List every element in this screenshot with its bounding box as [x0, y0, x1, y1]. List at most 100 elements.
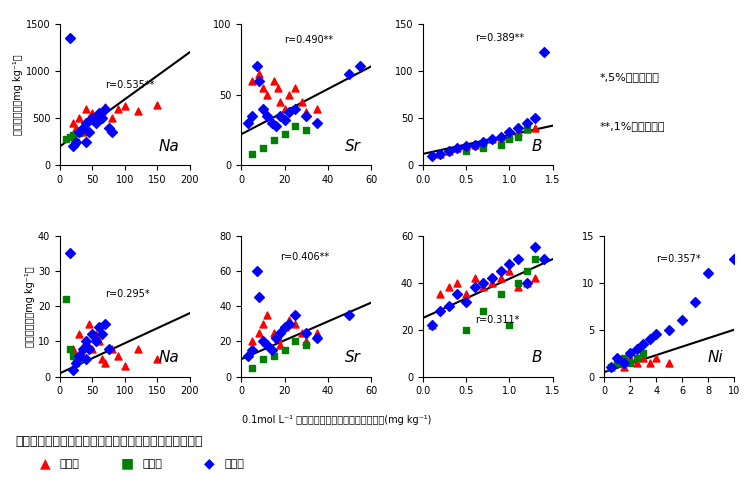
Point — [503, 135, 515, 142]
Text: *,5%水準で有意: *,5%水準で有意 — [599, 72, 659, 83]
Point — [112, 105, 124, 113]
Point — [83, 320, 95, 327]
Point — [96, 330, 108, 338]
Point — [103, 345, 115, 353]
Point — [64, 249, 76, 257]
Point — [289, 311, 301, 319]
Point — [257, 105, 269, 113]
Point — [289, 122, 301, 129]
Point — [477, 284, 489, 291]
Text: 長野、: 長野、 — [142, 459, 163, 469]
Point — [512, 124, 524, 131]
Point — [354, 63, 366, 71]
Point — [73, 114, 85, 122]
Point — [618, 364, 630, 371]
Point — [460, 147, 472, 155]
Text: r=0.406**: r=0.406** — [280, 252, 330, 262]
Point — [64, 133, 76, 141]
Point — [151, 355, 163, 363]
Point — [106, 345, 118, 353]
Point — [494, 133, 506, 141]
Point — [70, 355, 82, 363]
Point — [67, 131, 79, 139]
Point — [477, 138, 489, 145]
Point — [119, 362, 131, 370]
Point — [452, 291, 464, 298]
Point — [300, 338, 312, 345]
Point — [605, 364, 617, 371]
Text: 図３　土壌中元素濃度と果梗、種子中元素濃度との関係: 図３ 土壌中元素濃度と果梗、種子中元素濃度との関係 — [15, 435, 202, 448]
Text: **,1%水準で有意: **,1%水準で有意 — [599, 121, 664, 131]
Point — [503, 128, 515, 136]
Point — [257, 84, 269, 91]
Point — [689, 298, 701, 305]
Text: 0.1mol L⁻¹ 塩酸抽出法による土壌中元素濃度(mg kg⁻¹): 0.1mol L⁻¹ 塩酸抽出法による土壌中元素濃度(mg kg⁻¹) — [243, 415, 431, 426]
Point — [67, 352, 79, 359]
Point — [611, 354, 623, 362]
Point — [503, 260, 515, 268]
Point — [73, 352, 85, 359]
Point — [100, 320, 112, 327]
Point — [70, 359, 82, 367]
Point — [530, 243, 542, 251]
Point — [344, 70, 356, 77]
Point — [64, 34, 76, 42]
Point — [246, 112, 258, 120]
Point — [274, 341, 286, 349]
Point — [246, 77, 258, 85]
Point — [605, 364, 617, 371]
Point — [261, 341, 273, 349]
Point — [637, 354, 649, 362]
Point — [443, 302, 455, 310]
Point — [538, 256, 550, 263]
Point — [268, 352, 280, 359]
Point — [521, 119, 533, 127]
Point — [300, 108, 312, 115]
Point — [625, 349, 637, 357]
Point — [268, 77, 280, 85]
Point — [100, 103, 112, 111]
Point — [279, 346, 291, 354]
Text: r=0.535**: r=0.535** — [106, 80, 154, 90]
Text: 鳥取、: 鳥取、 — [60, 459, 80, 469]
Point — [625, 354, 637, 362]
Point — [270, 122, 282, 129]
Text: r=0.389**: r=0.389** — [475, 33, 524, 43]
Point — [477, 138, 489, 145]
Point — [425, 152, 437, 160]
Point — [274, 98, 286, 106]
Point — [93, 338, 105, 345]
Point — [311, 119, 323, 127]
Point — [73, 128, 85, 136]
Point — [469, 141, 481, 148]
Point — [67, 119, 79, 127]
Point — [80, 355, 92, 363]
Point — [283, 320, 295, 327]
Point — [477, 307, 489, 315]
Point — [151, 101, 163, 109]
Point — [279, 324, 291, 331]
Point — [73, 355, 85, 363]
Point — [250, 63, 262, 71]
Text: B: B — [532, 351, 542, 366]
Point — [257, 320, 269, 327]
Point — [86, 114, 98, 122]
Point — [242, 352, 254, 359]
Point — [643, 359, 656, 367]
Point — [268, 329, 280, 337]
Point — [676, 316, 688, 324]
Point — [80, 138, 92, 145]
Point — [272, 84, 284, 91]
Point — [521, 279, 533, 286]
Point — [252, 70, 264, 77]
Point — [434, 150, 446, 158]
Point — [443, 284, 455, 291]
Point — [650, 330, 662, 338]
Point — [70, 359, 82, 367]
Point — [274, 112, 286, 120]
Point — [61, 135, 73, 142]
Point — [261, 91, 273, 99]
Point — [469, 284, 481, 291]
Point — [728, 256, 740, 263]
Point — [103, 124, 115, 131]
